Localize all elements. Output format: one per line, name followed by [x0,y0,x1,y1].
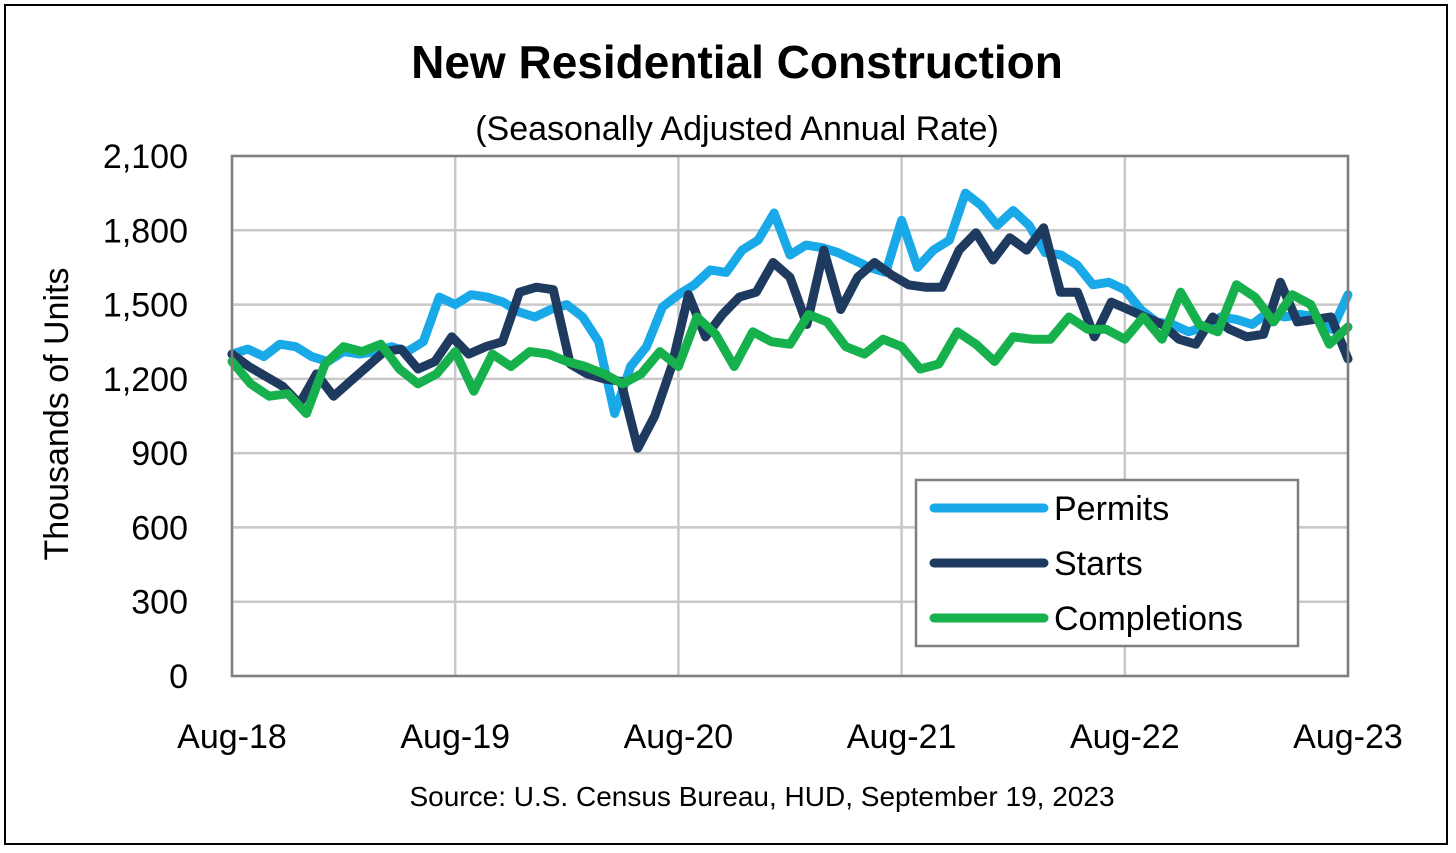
x-tick-label: Aug-21 [847,718,957,756]
y-tick-label: 600 [131,509,188,547]
x-tick-label: Aug-18 [177,718,287,756]
y-tick-label: 1,800 [103,212,188,250]
y-tick-label: 1,200 [103,361,188,399]
y-tick-label: 300 [131,584,188,622]
x-tick-label: Aug-20 [624,718,734,756]
y-axis-label: Thousands of Units [38,268,76,561]
x-tick-label: Aug-19 [400,718,510,756]
x-tick-label: Aug-23 [1293,718,1403,756]
x-axis-ticks: Aug-18 Aug-19 Aug-20 Aug-21 Aug-22 Aug-23 [177,718,1403,756]
y-tick-label: 2,100 [103,138,188,176]
legend-label-starts: Starts [1054,545,1143,583]
legend-label-completions: Completions [1054,600,1243,638]
source-note: Source: U.S. Census Bureau, HUD, Septemb… [409,781,1114,812]
series-lines [227,188,1353,453]
y-axis-ticks: 0 300 600 900 1,200 1,500 1,800 2,100 [103,138,188,696]
y-tick-label: 900 [131,435,188,473]
y-tick-label: 1,500 [103,287,188,325]
plot-border [230,154,1350,678]
chart-title: New Residential Construction [411,36,1063,88]
y-tick-label: 0 [169,658,188,696]
chart-subtitle: (Seasonally Adjusted Annual Rate) [475,110,999,148]
legend: Permits Starts Completions [914,478,1300,648]
series-line-completions [227,280,1353,418]
x-tick-label: Aug-22 [1070,718,1180,756]
legend-label-permits: Permits [1054,490,1169,528]
chart-frame [4,4,1448,845]
series-line-starts [227,223,1353,453]
